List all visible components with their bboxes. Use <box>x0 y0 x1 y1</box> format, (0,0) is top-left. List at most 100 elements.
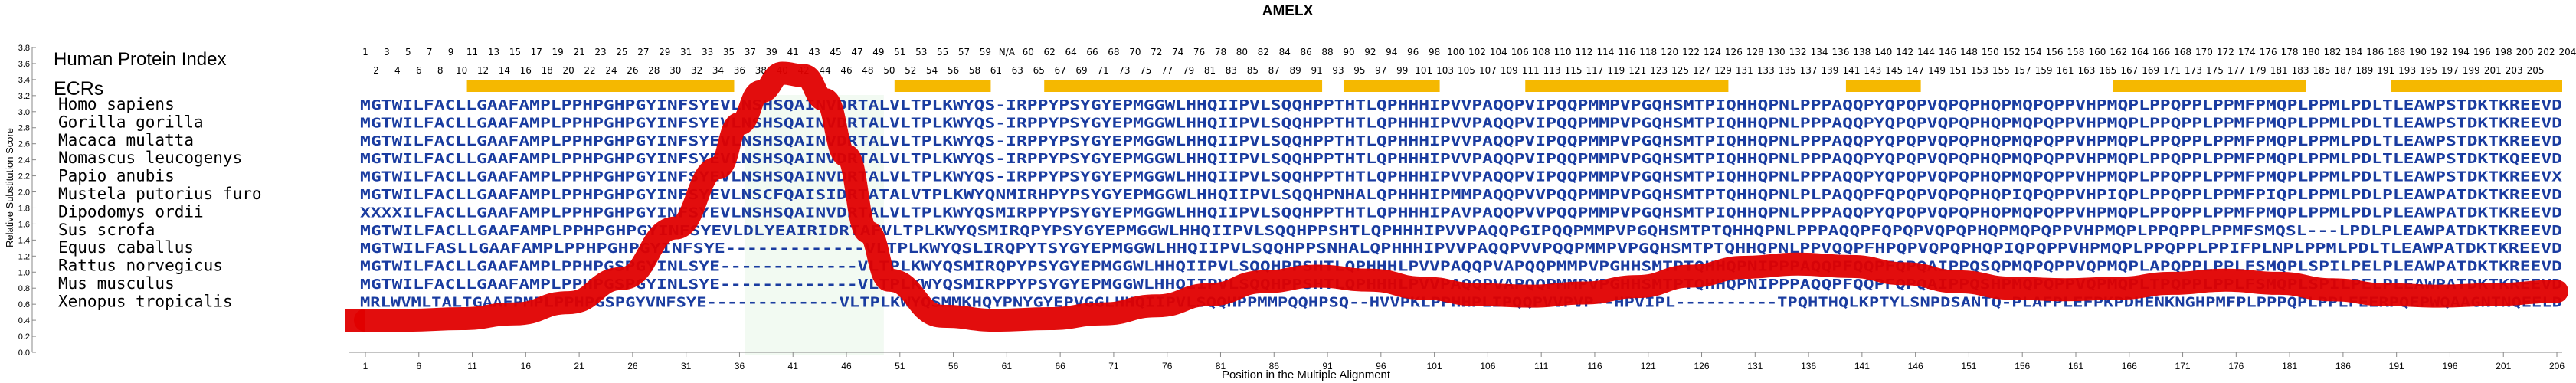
index-label-odd: 80 <box>1236 47 1248 57</box>
index-label-odd: 154 <box>2024 47 2042 57</box>
x-axis-label: Position in the Multiple Alignment <box>1222 368 1391 381</box>
index-label-odd: 29 <box>659 47 670 57</box>
x-tick-label: 46 <box>841 361 852 372</box>
index-label-odd: 76 <box>1193 47 1205 57</box>
species-label: Homo sapiens <box>58 95 175 113</box>
index-label-even: 69 <box>1075 65 1087 76</box>
index-label-even: 139 <box>1822 65 1839 76</box>
alignment-sequence: MGTWILFASLLGAAFAMPLPPHPGHPGYINFSYE------… <box>360 241 2562 257</box>
ecr-box <box>894 80 991 92</box>
index-label-odd: 17 <box>531 47 542 57</box>
index-label-even: 73 <box>1118 65 1130 76</box>
index-label-odd: 178 <box>2281 47 2299 57</box>
index-label-even: 44 <box>819 65 830 76</box>
index-label-even: 46 <box>840 65 852 76</box>
index-label-even: 99 <box>1396 65 1408 76</box>
index-label-even: 195 <box>2420 65 2437 76</box>
index-label-odd: 64 <box>1065 47 1076 57</box>
alignment-sequence: MGTWILFACLLGAAFAMPLPPHPGHPGYINFSYEVLNSCF… <box>360 187 2562 203</box>
y-tick-label: 3.0 <box>18 108 30 117</box>
x-tick-label: 11 <box>467 361 477 372</box>
index-label-even: 48 <box>862 65 873 76</box>
x-tick-label: 166 <box>2122 361 2137 372</box>
index-label-even: 79 <box>1183 65 1194 76</box>
human-index-layer: 1 3 5 7 9 11 13 15 17 19 21 23 25 27 29 31 33 35 37 39 41 43 4… <box>362 47 2576 76</box>
index-label-even: 169 <box>2142 65 2159 76</box>
index-label-odd: 94 <box>1386 47 1397 57</box>
index-label-odd: 104 <box>1490 47 1507 57</box>
alignment-sequence: MGTWILFACLLGAAFAMPLPPHPGHPGYINFSYEVLNSHS… <box>360 115 2562 131</box>
index-label-odd: 196 <box>2473 47 2491 57</box>
index-label-even: 119 <box>1607 65 1625 76</box>
ecr-title: ECRs <box>54 78 103 100</box>
index-label-even: 36 <box>734 65 745 76</box>
x-tick-label: 51 <box>895 361 905 372</box>
index-label-odd: 166 <box>2152 47 2170 57</box>
species-label: Dipodomys ordii <box>58 202 204 221</box>
y-tick-label: 2.0 <box>18 188 30 198</box>
index-label-odd: 148 <box>1960 47 1978 57</box>
human-index-title: Human Protein Index <box>54 49 226 70</box>
ecr-box <box>2113 80 2306 92</box>
index-label-even: 111 <box>1522 65 1540 76</box>
species-label: Rattus norvegicus <box>58 257 223 275</box>
index-label-even: 141 <box>1842 65 1860 76</box>
index-label-even: 65 <box>1033 65 1045 76</box>
index-label-even: 151 <box>1949 65 1967 76</box>
index-label-odd: 66 <box>1086 47 1098 57</box>
index-label-odd: 124 <box>1704 47 1721 57</box>
index-label-odd: 144 <box>1917 47 1935 57</box>
index-label-odd: 13 <box>488 47 499 57</box>
index-label-odd: 70 <box>1129 47 1141 57</box>
index-label-even: 103 <box>1436 65 1454 76</box>
index-label-even: 123 <box>1650 65 1668 76</box>
index-label-odd: 204 <box>2559 47 2576 57</box>
y-tick-label: 2.8 <box>18 124 30 133</box>
index-label-even: 173 <box>2185 65 2202 76</box>
x-tick-label: 196 <box>2442 361 2457 372</box>
index-label-odd: 152 <box>2003 47 2021 57</box>
index-label-odd: 33 <box>702 47 713 57</box>
index-label-even: 8 <box>437 65 444 76</box>
index-label-even: 165 <box>2099 65 2116 76</box>
index-label-odd: 86 <box>1300 47 1311 57</box>
ecr-box <box>1525 80 1729 92</box>
index-label-odd: 184 <box>2345 47 2362 57</box>
index-label-even: 83 <box>1226 65 1237 76</box>
index-label-even: 129 <box>1714 65 1732 76</box>
index-label-even: 121 <box>1628 65 1646 76</box>
species-label: Macaca mulatta <box>58 131 194 149</box>
x-tick-label: 76 <box>1162 361 1173 372</box>
index-label-even: 77 <box>1161 65 1173 76</box>
index-label-odd: 138 <box>1853 47 1871 57</box>
index-label-odd: 108 <box>1533 47 1550 57</box>
x-tick-label: 61 <box>1002 361 1013 372</box>
index-label-even: 34 <box>712 65 724 76</box>
x-tick-label: 26 <box>627 361 638 372</box>
index-label-odd: 100 <box>1447 47 1465 57</box>
y-tick-label: 0.8 <box>18 284 30 293</box>
index-label-odd: 49 <box>872 47 884 57</box>
x-tick-label: 21 <box>574 361 584 372</box>
index-label-odd: 47 <box>851 47 862 57</box>
species-label: Nomascus leucogenys <box>58 149 242 167</box>
index-label-odd: N/A <box>999 47 1016 57</box>
index-label-even: 105 <box>1458 65 1475 76</box>
x-tick-label: 126 <box>1694 361 1710 372</box>
index-label-odd: 112 <box>1576 47 1593 57</box>
index-label-even: 97 <box>1375 65 1386 76</box>
index-label-odd: 190 <box>2409 47 2427 57</box>
index-label-even: 101 <box>1415 65 1432 76</box>
index-label-even: 22 <box>584 65 595 76</box>
index-label-even: 91 <box>1311 65 1322 76</box>
x-tick-label: 121 <box>1641 361 1656 372</box>
x-tick-label: 6 <box>416 361 421 372</box>
index-label-even: 63 <box>1012 65 1023 76</box>
y-tick-label: 1.0 <box>18 268 30 277</box>
index-label-even: 12 <box>477 65 489 76</box>
score-curve-line <box>353 61 2569 332</box>
y-tick-label: 3.8 <box>18 44 30 53</box>
species-label: Mustela putorius furo <box>58 185 262 203</box>
index-label-odd: 1 <box>362 47 368 57</box>
